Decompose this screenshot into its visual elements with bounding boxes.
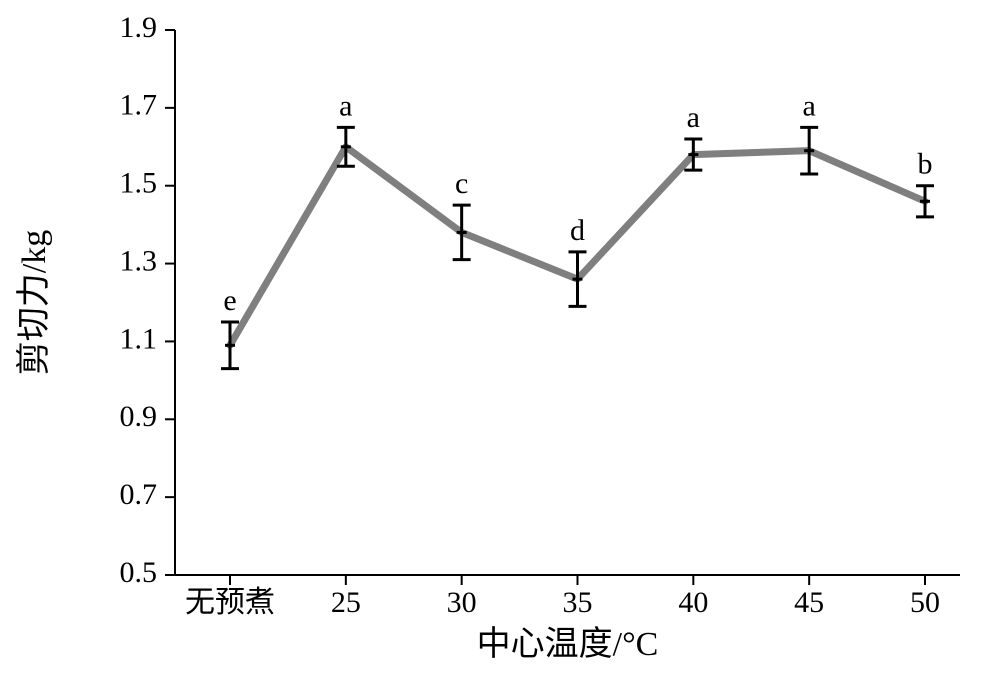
point-label: a: [687, 101, 700, 134]
y-tick-label: 0.7: [120, 478, 158, 511]
y-tick-label: 0.9: [120, 400, 158, 433]
y-tick-label: 0.5: [120, 556, 158, 589]
x-tick-label: 无预煮: [185, 586, 275, 619]
x-axis-title: 中心温度/°C: [477, 625, 659, 663]
data-point: e: [221, 284, 239, 369]
y-tick-label: 1.7: [120, 89, 158, 122]
data-point: b: [916, 148, 934, 217]
line-chart: 0.5 0.7 0.9 1.1 1.3 1.5 1.7 1.9 无预煮 25 30 35 40 45 50 剪…: [0, 0, 1000, 699]
data-point: a: [800, 89, 818, 174]
x-tick-label: 50: [910, 586, 940, 619]
point-label: a: [339, 89, 352, 122]
point-label: a: [803, 89, 816, 122]
point-label: b: [918, 148, 933, 181]
data-point: d: [569, 214, 587, 307]
point-label: d: [570, 214, 585, 247]
x-tick-label: 25: [331, 586, 361, 619]
x-tick-label: 40: [678, 586, 708, 619]
x-tick-label: 35: [563, 586, 593, 619]
y-tick-label: 1.1: [120, 322, 158, 355]
y-axis-title: 剪切力/kg: [15, 230, 53, 375]
x-tick-label: 30: [447, 586, 477, 619]
chart-container: 0.5 0.7 0.9 1.1 1.3 1.5 1.7 1.9 无预煮 25 30 35 40 45 50 剪…: [0, 0, 1000, 699]
x-tick-label: 45: [794, 586, 824, 619]
y-tick-label: 1.5: [120, 167, 158, 200]
y-tick-label: 1.9: [120, 11, 158, 44]
data-point: c: [453, 167, 471, 259]
y-tick-label: 1.3: [120, 244, 158, 277]
point-label: e: [223, 284, 236, 317]
point-label: c: [455, 167, 468, 200]
